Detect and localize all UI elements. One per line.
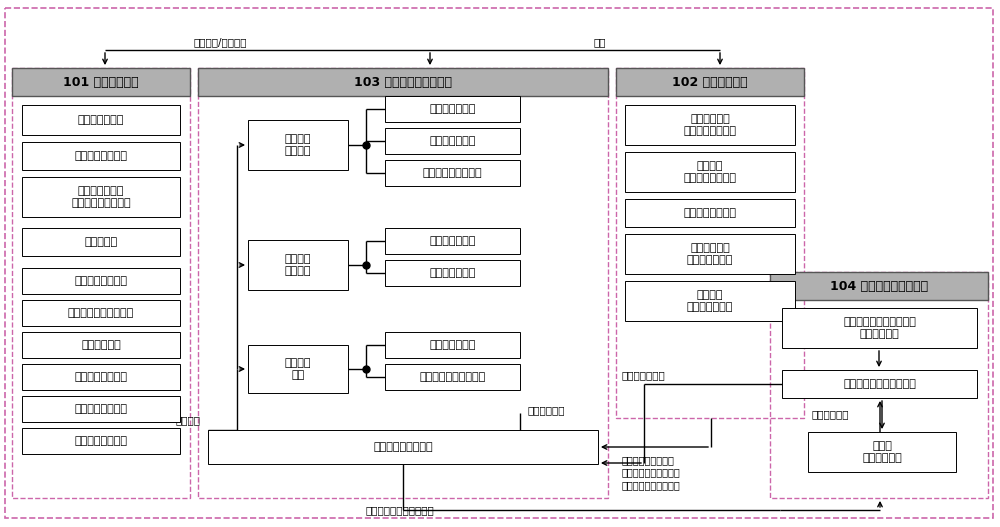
Bar [12,68,190,96]
Bar [198,68,608,96]
Text: 城市级智能交通数据中心: 城市级智能交通数据中心 [843,379,916,389]
Bar [616,68,804,418]
Text: 管理: 管理 [594,37,606,47]
Text: 资源使用管理子模块: 资源使用管理子模块 [423,168,482,178]
Text: 停车收费管理单位: 停车收费管理单位 [74,404,128,414]
Bar [808,432,956,472]
Bar [22,177,180,217]
Text: 信息交换与发布子模块: 信息交换与发布子模块 [419,372,486,382]
Text: 103 智能停车管理子系统: 103 智能停车管理子系统 [354,75,452,89]
Bar [198,68,608,498]
Text: 企业管辖
路外公共停车场库: 企业管辖 路外公共停车场库 [684,161,736,183]
Text: 停车规划单位: 停车规划单位 [81,340,121,350]
Bar [12,68,190,498]
Bar [248,120,348,170]
Bar [782,370,977,398]
Bar [616,68,804,96]
Text: 模块业务数据: 模块业务数据 [528,405,566,415]
Bar [782,308,977,348]
Text: 驾驶员群体: 驾驶员群体 [84,237,118,247]
Text: 辅助业务/提供服务: 辅助业务/提供服务 [193,37,247,47]
Bar [385,332,520,358]
Text: 城市其他智能交通子系统
动静态数据库: 城市其他智能交通子系统 动静态数据库 [843,317,916,339]
Text: 现场管理子模块: 现场管理子模块 [429,104,476,114]
Bar [208,430,598,464]
Text: 路外配建停车场库: 路外配建停车场库 [684,208,736,218]
Bar [248,345,348,393]
Text: 系统资源
管理模块: 系统资源 管理模块 [285,134,311,156]
Text: 102 城市停车资源: 102 城市停车资源 [672,75,748,89]
Text: 101 系统相关主体: 101 系统相关主体 [63,75,139,89]
Bar [22,105,180,135]
Text: 配建停车场库业主: 配建停车场库业主 [74,151,128,161]
Bar [22,268,180,294]
Bar [625,281,795,321]
Text: 支持平台业务: 支持平台业务 [812,409,850,419]
Text: 停车场管理主体: 停车场管理主体 [78,115,124,125]
Bar [385,228,520,254]
Text: 规范、政策静态数据
城市管理基础静态数据
城市交通管理动态数据: 规范、政策静态数据 城市管理基础静态数据 城市交通管理动态数据 [622,455,681,490]
Text: 104 子系统外部组成部分: 104 子系统外部组成部分 [830,279,928,292]
Bar [385,96,520,122]
Text: 政策分析子模块: 政策分析子模块 [429,268,476,278]
Text: 停车诱导管理单位: 停车诱导管理单位 [74,436,128,446]
Bar [22,332,180,358]
Text: 企业管辖
路内公共停车场: 企业管辖 路内公共停车场 [687,290,733,312]
Text: 信息交换
模块: 信息交换 模块 [285,358,311,380]
Text: 政府部门管辖
路内公共停车场: 政府部门管辖 路内公共停车场 [687,243,733,265]
Text: 决策辅助子模块: 决策辅助子模块 [429,236,476,246]
Text: 停车发展
管理模块: 停车发展 管理模块 [285,254,311,276]
Text: 停车发展决策单位: 停车发展决策单位 [74,372,128,382]
Bar [625,152,795,192]
Bar [22,228,180,256]
Bar [770,272,988,300]
Text: 动静态数据汇聚: 动静态数据汇聚 [622,370,666,380]
Bar [625,199,795,227]
Bar [625,105,795,145]
Bar [770,272,988,498]
Bar [22,396,180,422]
Text: 城市停车管理部门: 城市停车管理部门 [74,276,128,286]
Bar [385,364,520,390]
Text: 城市级
智能交通平台: 城市级 智能交通平台 [862,441,902,463]
Bar [22,428,180,454]
Bar [625,234,795,274]
Bar [22,364,180,390]
Text: 信息服务子模块: 信息服务子模块 [429,340,476,350]
Bar [22,300,180,326]
Text: 智能停车系统动静态数据: 智能停车系统动静态数据 [366,505,434,515]
Text: 停车建设审查管理单位: 停车建设审查管理单位 [68,308,134,318]
Bar [22,142,180,170]
Text: 收费管理子模块: 收费管理子模块 [429,136,476,146]
Bar [248,240,348,290]
Bar [385,160,520,186]
Bar [385,260,520,286]
Text: 数据支持: 数据支持 [175,415,200,425]
Text: 政府部门管辖
路外公共停车场库: 政府部门管辖 路外公共停车场库 [684,114,736,136]
Text: 代职能部门管理
停车资源的管理公司: 代职能部门管理 停车资源的管理公司 [71,186,131,208]
Bar [385,128,520,154]
Text: 数据采集与处理模块: 数据采集与处理模块 [373,442,433,452]
